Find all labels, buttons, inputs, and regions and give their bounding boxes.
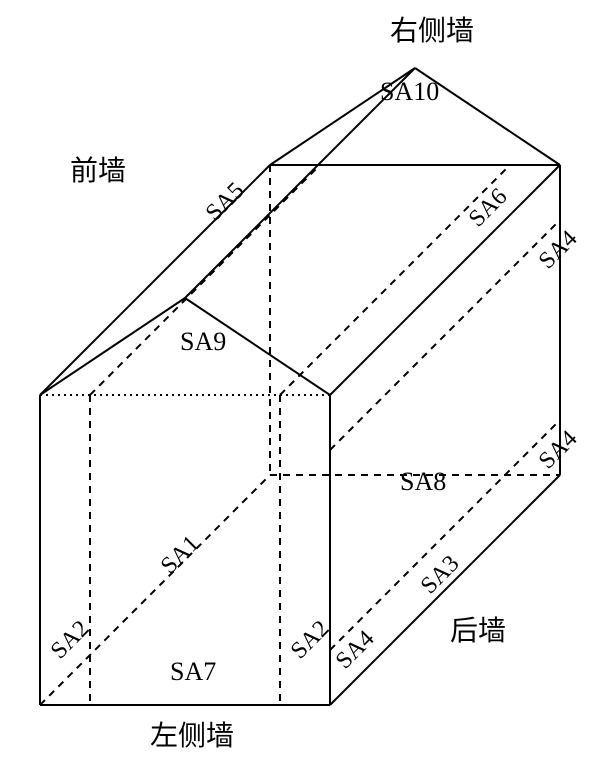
label: SA6 [464,184,513,233]
label: SA4 [534,226,583,275]
label: SA8 [400,467,446,496]
label: SA1 [156,531,205,580]
label: 后墙 [450,615,506,647]
edge [40,298,185,395]
label: SA2 [286,616,335,665]
label: SA5 [201,178,250,227]
edge [90,165,320,395]
label: 前墙 [70,155,126,187]
label: SA7 [170,657,216,686]
edge [330,420,560,650]
edge [330,475,560,705]
house-diagram: 右侧墙前墙后墙左侧墙SA9SA10SA7SA8SA5SA6SA1SA2SA2SA… [0,0,596,765]
edge [40,475,270,705]
edge [280,165,510,395]
label: SA10 [380,77,439,106]
label: 左侧墙 [150,720,234,752]
edge [330,220,560,450]
label: SA4 [534,426,583,475]
label: 右侧墙 [390,15,474,47]
label: SA9 [180,327,226,356]
label: SA4 [331,626,380,675]
edge [330,165,560,395]
